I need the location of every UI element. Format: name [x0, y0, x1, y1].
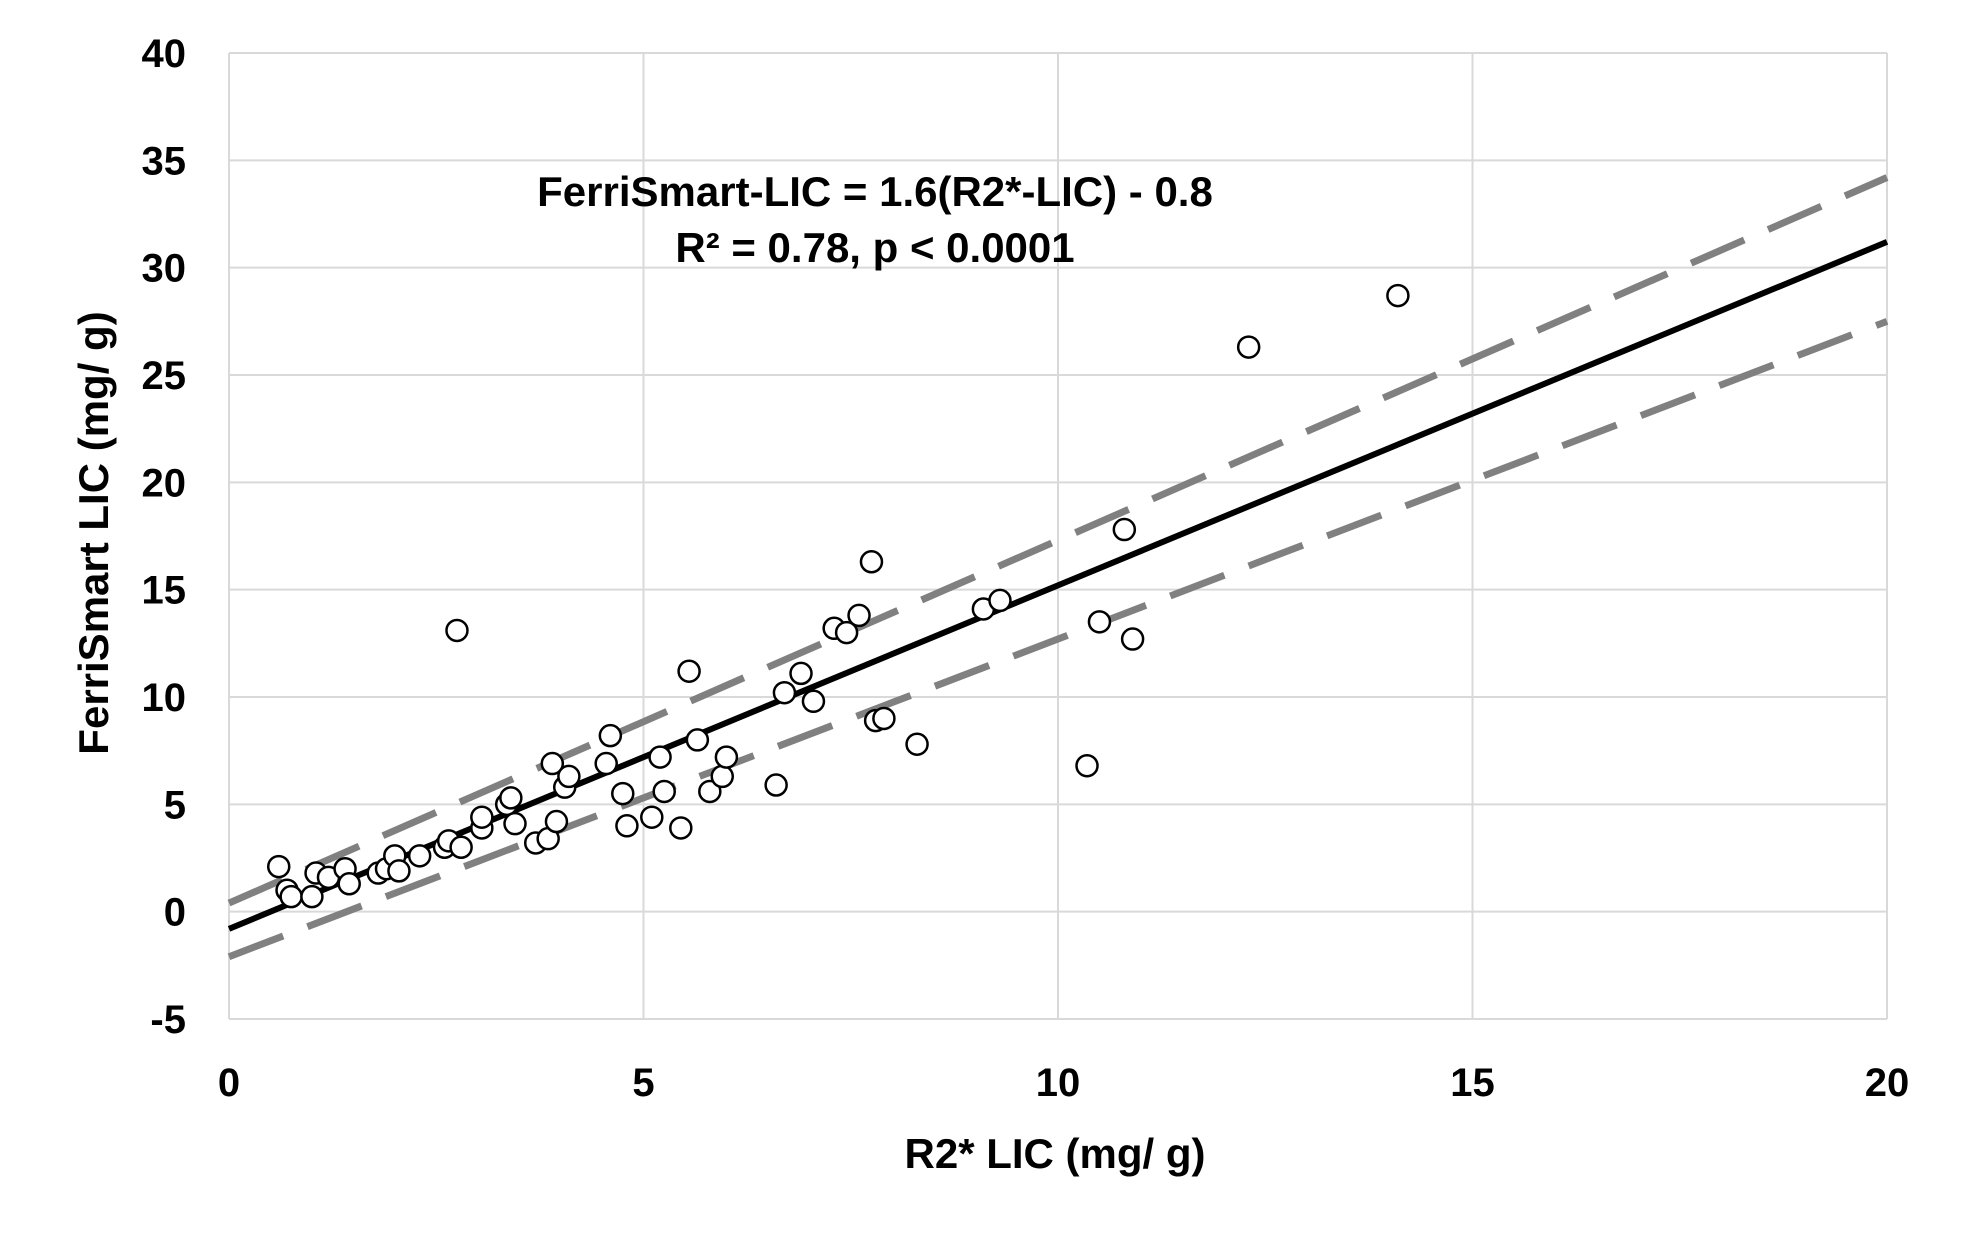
data-point [1120, 627, 1145, 651]
data-point [1112, 517, 1137, 542]
data-point [1386, 283, 1410, 308]
data-point [648, 745, 672, 769]
data-point [387, 859, 411, 883]
ci-upper-line [227, 174, 1889, 907]
data-point [499, 786, 523, 810]
y-tick-label: 10 [142, 676, 187, 720]
y-tick-label: 20 [142, 461, 187, 505]
data-point [598, 723, 623, 748]
data-point [279, 884, 303, 909]
data-point [615, 814, 639, 838]
data-point [445, 618, 469, 643]
data-point [847, 603, 871, 628]
data-point [640, 805, 664, 829]
data-point [611, 781, 635, 806]
data-point [449, 835, 473, 860]
data-point [669, 816, 693, 840]
data-point [764, 773, 788, 797]
x-tick-label: 15 [1450, 1061, 1495, 1105]
data-point [1087, 610, 1112, 634]
data-point [714, 745, 739, 769]
x-tick-label: 10 [1036, 1061, 1081, 1105]
x-tick-label: 20 [1865, 1061, 1910, 1105]
confidence-interval-lines [227, 174, 1889, 961]
data-point [801, 689, 826, 714]
y-tick-label: 25 [142, 354, 187, 398]
data-point [557, 764, 581, 789]
data-point [872, 706, 896, 731]
data-point [1236, 335, 1261, 359]
r-squared-annotation: R² = 0.78, p < 0.0001 [675, 224, 1074, 271]
x-tick-label: 5 [632, 1061, 654, 1105]
x-tick-label: 0 [218, 1061, 240, 1105]
data-point [988, 588, 1012, 613]
ci-lower-line [227, 318, 1889, 961]
data-point [834, 620, 859, 645]
data-point [594, 751, 618, 776]
data-point [652, 779, 676, 804]
y-tick-label: 40 [142, 32, 187, 76]
y-tick-label: 35 [142, 139, 187, 183]
y-tick-label: 0 [164, 891, 186, 935]
data-points [266, 283, 1410, 909]
y-tick-label: 30 [142, 247, 187, 291]
data-point [1075, 753, 1099, 778]
y-axis-title: FerriSmart LIC (mg/ g) [70, 311, 117, 754]
data-point [544, 809, 569, 834]
tick-labels: -5 0 5 10 15 20 25 30 35 40 0 5 10 15 20 [142, 32, 1910, 1105]
data-point [698, 779, 722, 804]
data-point [266, 854, 291, 879]
data-point [685, 728, 710, 752]
y-tick-label: 15 [142, 569, 187, 613]
y-tick-label: -5 [150, 998, 186, 1042]
data-point [789, 661, 813, 686]
data-point [710, 764, 735, 789]
data-point [407, 844, 432, 868]
y-tick-label: 5 [164, 783, 186, 827]
x-axis-title: R2* LIC (mg/ g) [905, 1130, 1206, 1177]
data-point [540, 751, 565, 776]
data-point [337, 872, 361, 896]
data-point [503, 811, 527, 836]
grid [228, 52, 1888, 1020]
data-point [470, 805, 494, 829]
data-point [677, 659, 701, 683]
data-point [300, 884, 324, 909]
data-point [905, 732, 929, 756]
data-point [772, 680, 797, 705]
data-point [859, 550, 884, 574]
equation-annotation: FerriSmart-LIC = 1.6(R2*-LIC) - 0.8 [537, 168, 1213, 215]
